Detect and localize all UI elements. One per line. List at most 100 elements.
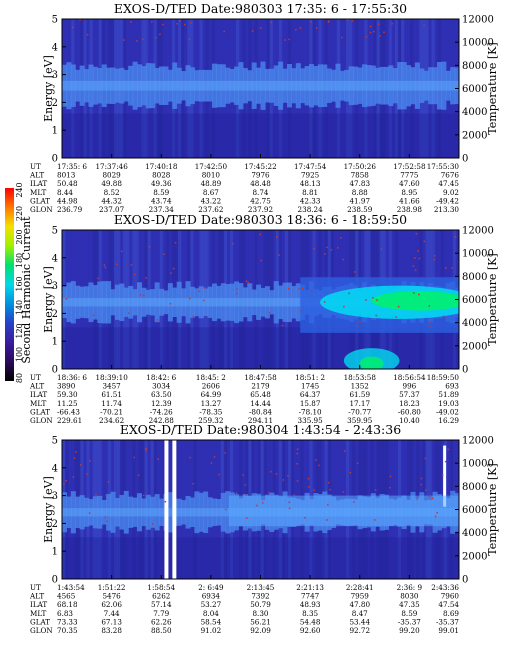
- band-core: [441, 80, 447, 91]
- band-core: [101, 508, 107, 517]
- band-core: [167, 508, 173, 517]
- orbit-cell: 7747: [301, 592, 320, 601]
- y-tick-label: 3: [52, 491, 58, 502]
- y-axis-label: Energy [eV]: [42, 266, 55, 333]
- temperature-point: [176, 22, 178, 25]
- band-core: [220, 298, 226, 307]
- temperature-point: [296, 462, 298, 465]
- orbit-cell: 18:59:50: [427, 373, 460, 382]
- band-core: [269, 80, 275, 91]
- temperature-point: [169, 302, 172, 305]
- band-core: [353, 80, 359, 91]
- temperature-point: [423, 240, 426, 243]
- temperature-point: [414, 269, 417, 271]
- y-tick-label: 3: [52, 281, 58, 292]
- orbit-cell: 57.37: [399, 390, 420, 399]
- orbit-cell: 18:51: 2: [295, 373, 325, 382]
- y-tick-label: 0: [52, 365, 58, 376]
- orbit-cell: 236.79: [57, 205, 83, 214]
- band-core: [66, 508, 72, 517]
- green-region: [371, 291, 459, 311]
- orbit-cell: 17:42:50: [195, 162, 228, 171]
- temperature-point: [133, 273, 136, 276]
- temperature-point: [224, 452, 226, 454]
- temperature-point: [270, 21, 273, 24]
- y-tick-label: 5: [52, 226, 58, 237]
- band-core: [260, 298, 266, 307]
- band-core: [159, 508, 165, 517]
- band-core: [313, 80, 319, 91]
- temperature-point: [235, 492, 238, 494]
- band-core: [410, 80, 416, 91]
- band-core: [198, 508, 204, 517]
- band-core: [339, 80, 345, 91]
- temperature-point: [288, 38, 290, 41]
- orbit-cell: 67.13: [101, 617, 122, 626]
- temperature-point: [354, 271, 356, 273]
- orbit-cell: 48.93: [300, 600, 321, 609]
- y-tick-label: 2: [52, 98, 58, 109]
- temperature-point: [152, 523, 154, 525]
- band-core: [128, 508, 134, 517]
- band-core: [203, 80, 209, 91]
- orbit-cell: 2: 6:49: [198, 583, 224, 592]
- band-core: [66, 80, 72, 91]
- y2-axis-label: Temperature [K]: [486, 463, 499, 555]
- orbit-cell: -49.02: [436, 407, 459, 416]
- band-core: [110, 508, 116, 517]
- orbit-cell: 42.33: [300, 196, 321, 205]
- orbit-cell: 13.27: [201, 399, 222, 408]
- temperature-point: [204, 287, 206, 289]
- band-core: [256, 298, 262, 307]
- band-core: [185, 80, 191, 91]
- chart-title: EXOS-D/TED Date:980303 18:36: 6 - 18:59:…: [114, 212, 407, 227]
- band-core: [97, 508, 103, 517]
- temperature-point: [356, 325, 359, 327]
- temperature-point: [293, 494, 295, 496]
- band-core: [110, 298, 116, 307]
- temperature-point: [190, 22, 192, 24]
- temperature-point: [296, 480, 299, 482]
- band-core: [88, 508, 94, 517]
- orbit-row-label: MLT: [30, 188, 47, 197]
- temperature-point: [326, 246, 328, 249]
- temperature-point: [433, 258, 436, 261]
- temperature-point: [116, 263, 118, 266]
- y-axis-label: Energy [eV]: [42, 55, 55, 122]
- orbit-cell: 8.04: [203, 609, 219, 618]
- temperature-point: [244, 493, 247, 496]
- orbit-cell: 73.33: [57, 617, 78, 626]
- temperature-point: [130, 21, 132, 23]
- orbit-cell: -66.43: [57, 407, 80, 416]
- orbit-cell: 12.39: [151, 399, 172, 408]
- y2-axis-label: Temperature [K]: [486, 42, 499, 134]
- band-core: [234, 80, 240, 91]
- y2-tick-label: 0: [462, 154, 468, 165]
- band-core: [379, 80, 385, 91]
- temperature-point: [259, 233, 262, 236]
- temperature-point: [251, 30, 254, 32]
- band-core: [70, 508, 76, 517]
- orbit-row-label: UT: [30, 583, 41, 592]
- band-core: [432, 80, 438, 91]
- orbit-cell: 2:43:36: [431, 583, 459, 592]
- temperature-point: [71, 26, 74, 29]
- orbit-cell: 53.27: [201, 600, 222, 609]
- plot-area: [62, 19, 459, 158]
- temperature-point: [451, 267, 453, 269]
- band-core: [273, 80, 279, 91]
- temperature-point: [298, 287, 301, 290]
- temperature-point: [97, 277, 99, 280]
- orbit-cell: 53.44: [349, 617, 370, 626]
- temperature-point: [189, 297, 191, 300]
- temperature-point: [444, 460, 447, 463]
- temperature-point: [412, 265, 415, 267]
- temperature-point: [86, 473, 88, 475]
- temperature-point: [391, 22, 393, 25]
- orbit-cell: 2:13:45: [247, 583, 275, 592]
- band-core: [216, 508, 222, 517]
- band-core: [216, 80, 222, 91]
- temperature-point: [417, 250, 420, 252]
- orbit-cell: 47.80: [349, 600, 370, 609]
- band-core: [189, 508, 195, 517]
